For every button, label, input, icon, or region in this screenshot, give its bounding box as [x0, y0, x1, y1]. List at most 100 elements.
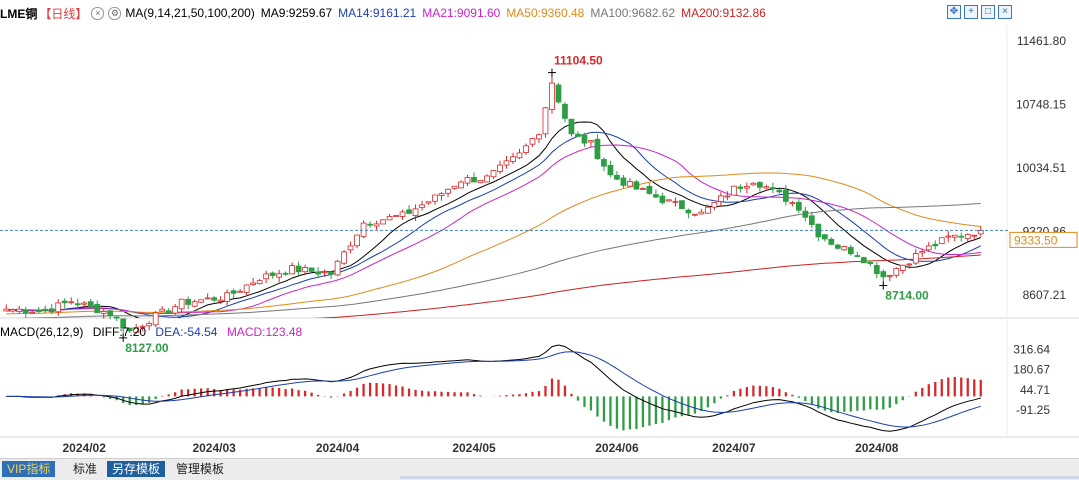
current-price-box: [1009, 231, 1078, 248]
candle-body: [321, 271, 328, 274]
candle-body: [74, 303, 81, 306]
candle-body: [250, 282, 256, 286]
candle-body: [204, 297, 211, 300]
candle-body: [159, 308, 166, 312]
candle-body: [912, 253, 919, 264]
candle-body: [867, 261, 874, 264]
candle-body: [354, 234, 360, 247]
tab-standard[interactable]: 标准: [73, 462, 98, 476]
candle-body: [737, 186, 744, 189]
window-controls: ✥ + □ ×: [947, 5, 1012, 19]
macd-dea-line: [6, 351, 981, 428]
candle-body: [808, 215, 815, 225]
candle-body: [672, 200, 679, 203]
macd-diff-line: [6, 344, 981, 432]
candle-body: [412, 208, 419, 216]
candle-body: [828, 238, 835, 245]
candle-body: [958, 235, 965, 238]
price-tick-label: 10748.15: [1016, 97, 1066, 111]
macd-params-label: MACD(26,12,9): [0, 325, 84, 339]
candle-body: [945, 235, 952, 238]
date-tick-label: 2024/05: [452, 441, 496, 455]
template-toolbar: VIP指标 标准 另存模板 管理模板: [0, 458, 1079, 480]
candle-body: [360, 222, 367, 237]
candle-body: [529, 138, 536, 145]
tab-vip-indicators[interactable]: VIP指标: [2, 461, 56, 477]
symbol-title: LME铜: [0, 6, 38, 21]
extreme-label: 11104.50: [554, 54, 603, 68]
date-tick-label: 2024/06: [595, 441, 639, 455]
ma-line-ma100: [15, 203, 981, 318]
scrollbar-track[interactable]: [400, 476, 1079, 479]
macd-tick-label: 316.64: [1013, 342, 1050, 356]
candle-body: [282, 272, 289, 275]
candle-body: [438, 193, 445, 196]
settings-gear-icon[interactable]: ⚙: [108, 6, 122, 20]
current-price-label: 9333.50: [1014, 233, 1058, 247]
add-icon[interactable]: +: [964, 5, 978, 19]
date-tick-label: 2024/08: [855, 441, 899, 455]
candle-body: [490, 170, 497, 178]
ma100-value: MA100:9682.62: [590, 6, 676, 20]
maximize-icon[interactable]: □: [981, 5, 995, 19]
close-icon[interactable]: ×: [998, 5, 1012, 19]
candle-body: [380, 219, 386, 225]
candle-body: [536, 134, 542, 140]
ma-line-ma14: [6, 131, 982, 318]
candle-body: [614, 174, 620, 180]
candle-body: [373, 223, 380, 227]
candle-body: [620, 177, 627, 186]
tab-manage-template[interactable]: 管理模板: [176, 462, 225, 476]
candle-body: [61, 300, 68, 304]
candlestick-chart[interactable]: 11461.8010748.1510034.519320.868607.2131…: [0, 0, 1079, 458]
candle-body: [133, 327, 140, 333]
remove-indicator-icon[interactable]: ×: [91, 6, 105, 20]
candle-body: [172, 306, 179, 314]
candle-body: [666, 199, 672, 202]
candle-body: [165, 310, 172, 314]
date-tick-label: 2024/03: [192, 441, 236, 455]
candle-body: [276, 273, 282, 278]
price-tick-label: 8607.21: [1023, 288, 1067, 302]
candle-body: [847, 247, 854, 255]
candle-body: [906, 263, 913, 266]
candle-body: [640, 188, 646, 190]
candle-body: [484, 175, 490, 183]
tab-save-template[interactable]: 另存模板: [107, 461, 166, 477]
candle-body: [406, 209, 412, 214]
candle-body: [523, 145, 529, 153]
ma-line-ma50: [6, 172, 981, 315]
candle-body: [705, 206, 711, 214]
candle-body: [68, 301, 75, 304]
candle-body: [679, 200, 685, 210]
candle-body: [880, 271, 887, 278]
candle-body: [802, 210, 809, 218]
candle-body: [22, 309, 29, 314]
candle-body: [854, 255, 861, 257]
candle-body: [497, 164, 503, 172]
candle-body: [191, 301, 198, 307]
candle-body: [152, 312, 159, 326]
candle-body: [35, 310, 42, 312]
candle-body: [9, 309, 16, 312]
candle-body: [731, 185, 737, 196]
candle-body: [295, 265, 302, 273]
candle-body: [399, 211, 406, 217]
candle-body: [776, 189, 783, 193]
candle-body: [873, 265, 880, 275]
candle-body: [588, 140, 594, 143]
candle-body: [601, 159, 607, 167]
date-tick-label: 2024/07: [712, 441, 756, 455]
candle-body: [763, 186, 770, 189]
candle-body: [230, 290, 237, 294]
move-icon[interactable]: ✥: [947, 5, 961, 19]
price-tick-label: 11461.80: [1017, 34, 1066, 48]
candle-body: [685, 209, 692, 214]
candle-body: [42, 308, 49, 312]
ma21-value: MA21:9091.60: [422, 6, 501, 20]
candle-body: [445, 188, 451, 194]
candle-body: [87, 301, 94, 307]
ma9-value: MA9:9259.67: [260, 6, 333, 20]
candle-body: [386, 216, 393, 221]
candle-body: [964, 234, 971, 239]
